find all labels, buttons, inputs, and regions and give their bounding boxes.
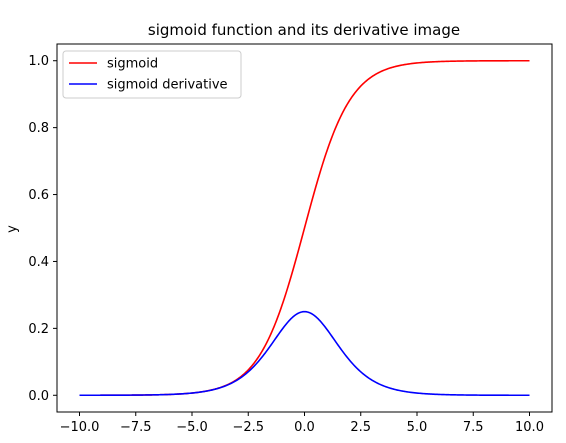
y-tick-label: 0.2 [28,322,49,337]
x-tick-label: −5.0 [176,420,208,435]
x-tick-label: −2.5 [232,420,264,435]
x-tick-label: 0.0 [294,420,315,435]
y-tick-label: 0.4 [28,255,49,270]
x-tick-label: −10.0 [60,420,100,435]
plot-area: −10.0 −7.5 −5.0 −2.5 0.0 2.5 5.0 7.5 10.0 0.0 0.2 0… [28,43,553,435]
chart-title: sigmoid function and its derivative imag… [148,21,460,39]
series-line-sigmoid [79,59,530,397]
x-tick-label: 2.5 [350,420,371,435]
series-line-sigmoid-derivative [79,310,530,397]
x-tick-label: 7.5 [463,420,484,435]
legend-label-sigmoid-derivative: sigmoid derivative [107,78,228,93]
legend-box [62,50,242,99]
y-axis-label: y [5,225,20,233]
legend-label-sigmoid: sigmoid [107,57,158,72]
y-tick-label: 1.0 [28,54,49,69]
y-tick-label: 0.8 [28,121,49,136]
x-tick-label: −7.5 [120,420,152,435]
y-tick-label: 0.0 [28,389,49,404]
legend: sigmoid sigmoid derivative [62,50,242,99]
x-tick-label: 5.0 [407,420,428,435]
y-tick-label: 0.6 [28,188,49,203]
x-tick-label: 10.0 [515,420,544,435]
